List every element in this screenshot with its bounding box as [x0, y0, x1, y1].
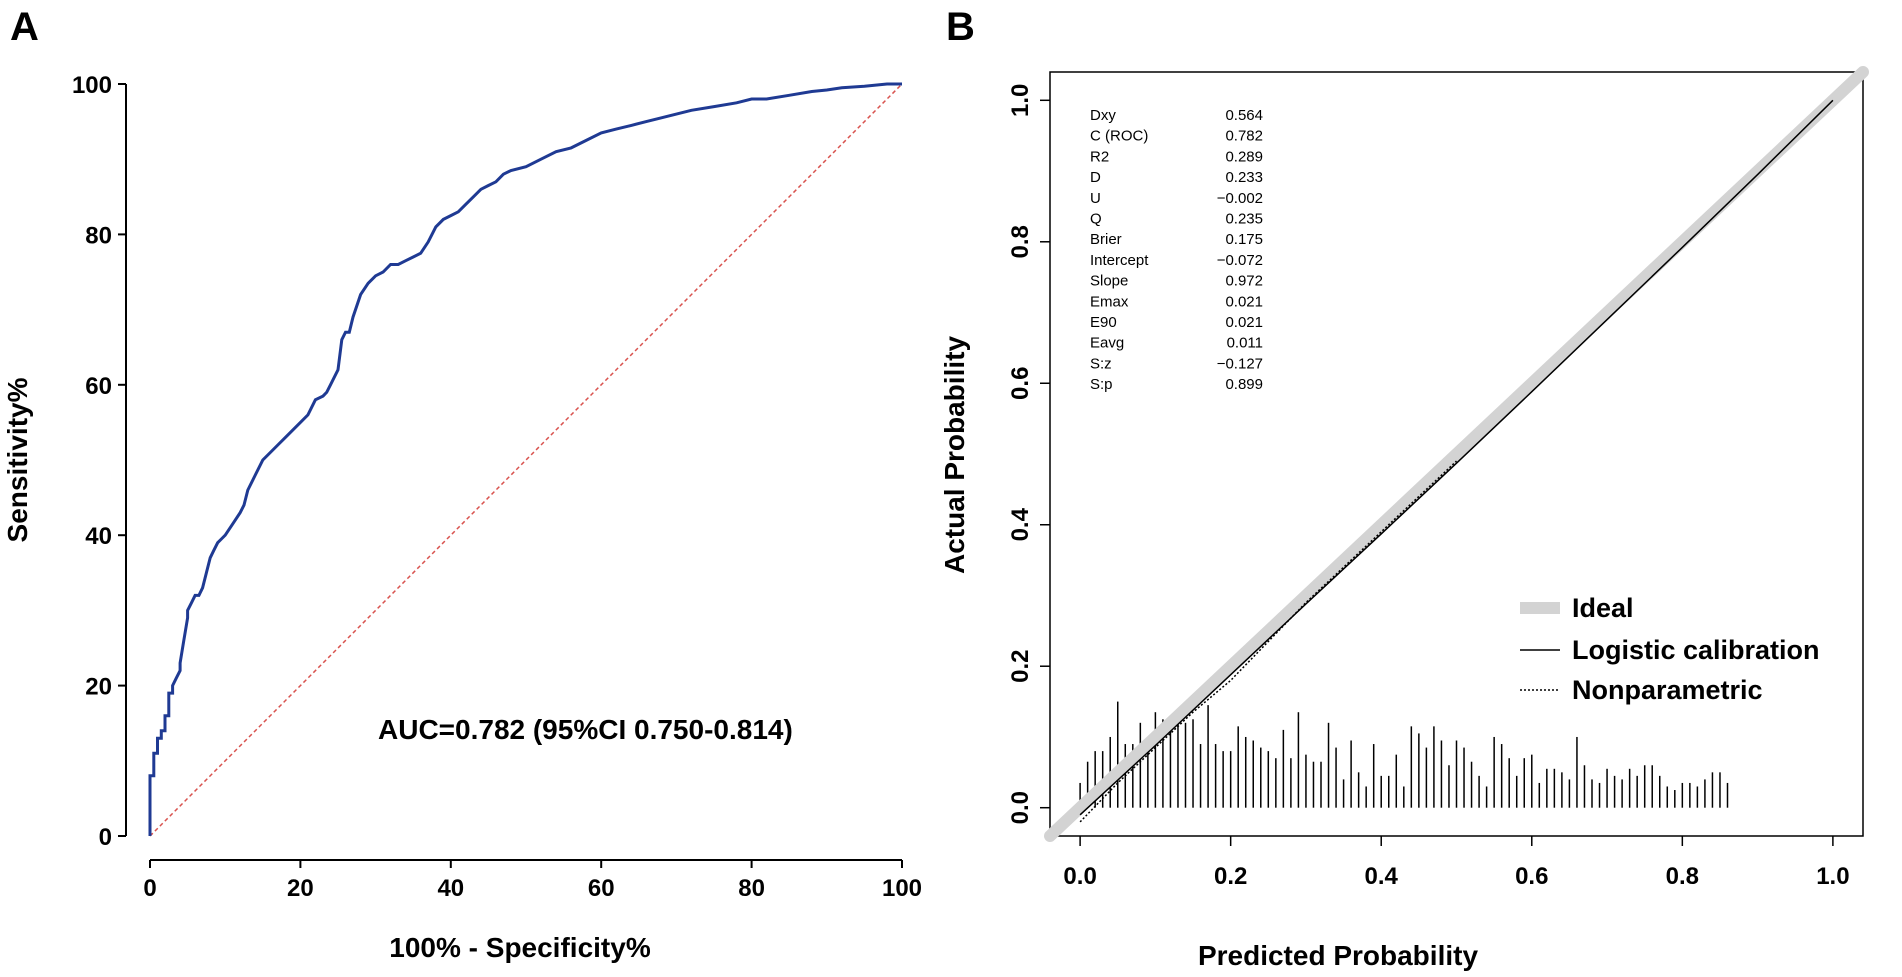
calibration-y-tick-label: 0.6 [1007, 367, 1034, 400]
calibration-plot-frame [1049, 71, 1864, 837]
panel-label-b: B [946, 5, 975, 49]
roc-x-tick-label: 100 [882, 875, 922, 902]
calibration-panel: B 0.0 0.2 0.4 0.6 0.8 1.0 0.0 0.2 0.4 0.6 0.8 1.0 D… [939, 5, 1869, 971]
roc-y-tick-label: 40 [85, 523, 112, 550]
stat-value: 0.899 [1225, 376, 1263, 393]
legend-label-logistic: Logistic calibration [1572, 635, 1820, 665]
roc-y-tick-label: 20 [85, 674, 112, 701]
stat-value: 0.021 [1225, 314, 1263, 331]
stat-value: −0.072 [1217, 252, 1263, 269]
calibration-y-tick-label: 0.4 [1007, 507, 1034, 541]
stat-label: C (ROC) [1090, 128, 1148, 145]
roc-x-tick-label: 0 [143, 875, 156, 902]
calibration-y-tick-label: 0.0 [1007, 791, 1034, 824]
stat-label: D [1090, 169, 1101, 186]
calibration-x-tick-label: 1.0 [1816, 863, 1849, 890]
stat-value: 0.021 [1225, 293, 1263, 310]
stat-label: Emax [1090, 293, 1129, 310]
roc-x-axis-label: 100% - Specificity% [389, 932, 651, 963]
roc-panel: A 0 20 40 60 80 100 0 20 40 60 80 100 AUC=0.782 (95… [2, 5, 922, 963]
logistic-calibration-line [1079, 99, 1834, 816]
roc-y-axis-label: Sensitivity% [2, 377, 33, 542]
panel-label-a: A [10, 5, 39, 49]
roc-y-tick-label: 60 [85, 373, 112, 400]
calibration-y-tick-label: 1.0 [1007, 84, 1034, 117]
calibration-legend: Ideal Logistic calibration Nonparametric [1520, 593, 1820, 705]
stat-label: E90 [1090, 314, 1117, 331]
roc-x-tick-label: 80 [738, 875, 765, 902]
stat-label: Q [1090, 211, 1102, 228]
stat-label: S:z [1090, 355, 1112, 372]
calibration-x-tick-label: 0.0 [1063, 863, 1096, 890]
stat-value: −0.127 [1217, 355, 1263, 372]
calibration-x-tick-label: 0.8 [1666, 863, 1699, 890]
ideal-line [1044, 66, 1869, 842]
roc-y-tick-label: 100 [72, 72, 112, 99]
stat-value: 0.233 [1225, 169, 1263, 186]
calibration-y-tick-label: 0.8 [1007, 225, 1034, 258]
calibration-x-tick-label: 0.4 [1365, 863, 1399, 890]
legend-label-nonparametric: Nonparametric [1572, 675, 1763, 705]
calibration-x-tick-label: 0.6 [1515, 863, 1548, 890]
roc-y-tick-label: 0 [99, 824, 112, 851]
auc-annotation: AUC=0.782 (95%CI 0.750-0.814) [378, 714, 793, 745]
calibration-y-axis-label: Actual Probability [939, 336, 970, 574]
stat-value: 0.235 [1225, 211, 1263, 228]
roc-curve-line [148, 82, 902, 836]
roc-x-tick-label: 60 [588, 875, 615, 902]
stat-label: Brier [1090, 231, 1122, 248]
stat-value: 0.289 [1225, 148, 1263, 165]
stat-value: 0.564 [1225, 107, 1263, 124]
nonparametric-line [1079, 460, 1458, 823]
stat-value: 0.175 [1225, 231, 1263, 248]
calibration-stats-table: Dxy 0.564 C (ROC) 0.782 R2 0.289 D 0.233 U −0.002… [1090, 107, 1263, 393]
stat-label: U [1090, 190, 1101, 207]
calibration-rug [1079, 701, 1729, 808]
stat-value: −0.002 [1217, 190, 1263, 207]
stat-value: 0.972 [1225, 273, 1263, 290]
stat-label: S:p [1090, 376, 1113, 393]
legend-label-ideal: Ideal [1572, 593, 1634, 623]
roc-axes: 0 20 40 60 80 100 0 20 40 60 80 100 [72, 72, 922, 902]
stat-label: Intercept [1090, 252, 1149, 269]
stat-label: Slope [1090, 273, 1128, 290]
reference-diagonal-line [149, 83, 903, 837]
stat-value: 0.011 [1227, 335, 1263, 352]
roc-x-tick-label: 40 [437, 875, 464, 902]
calibration-axes: 0.0 0.2 0.4 0.6 0.8 1.0 0.0 0.2 0.4 0.6 0.8 1.0 [1007, 84, 1850, 890]
stat-label: Dxy [1090, 107, 1116, 124]
calibration-x-axis-label: Predicted Probability [1198, 940, 1478, 971]
roc-x-tick-label: 20 [287, 875, 314, 902]
stat-value: 0.782 [1225, 128, 1263, 145]
roc-y-tick-label: 80 [85, 222, 112, 249]
calibration-y-tick-label: 0.2 [1007, 650, 1034, 683]
stat-label: Eavg [1090, 335, 1124, 352]
stat-label: R2 [1090, 148, 1109, 165]
calibration-x-tick-label: 0.2 [1214, 863, 1247, 890]
